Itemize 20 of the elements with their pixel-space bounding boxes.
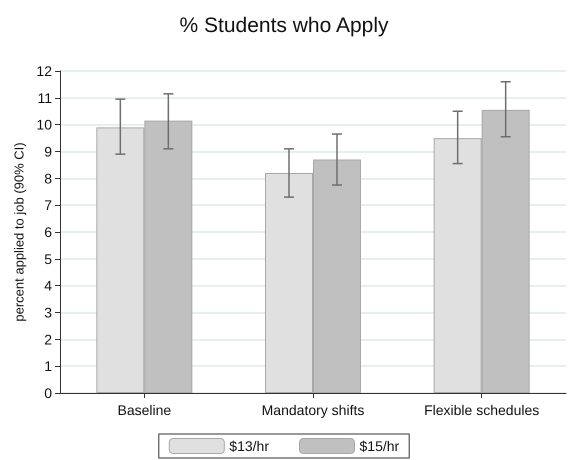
x-tick-label: Baseline <box>117 402 172 418</box>
y-axis-title: percent applied to job (90% CI) <box>12 142 27 322</box>
y-tick-label: 7 <box>44 197 52 214</box>
y-tick-label: 2 <box>44 331 52 348</box>
y-tick-label: 0 <box>44 385 52 401</box>
y-tick-label: 1 <box>44 358 52 374</box>
y-tick-label: 5 <box>44 250 52 267</box>
y-tick-label: 3 <box>44 304 52 320</box>
legend-label: $15/hr <box>360 438 400 454</box>
y-tick-label: 10 <box>36 116 52 133</box>
x-tick-label: Flexible schedules <box>424 402 540 418</box>
y-tick-label: 6 <box>44 224 52 240</box>
chart-title: % Students who Apply <box>180 14 389 37</box>
y-tick-label: 8 <box>44 170 52 186</box>
y-tick-label: 9 <box>44 144 52 160</box>
x-tick-label: Mandatory shifts <box>262 402 364 418</box>
y-tick-label: 4 <box>44 278 52 294</box>
y-tick-label: 11 <box>37 90 52 106</box>
y-tick-label: 12 <box>36 63 52 79</box>
legend-label: $13/hr <box>229 438 270 454</box>
